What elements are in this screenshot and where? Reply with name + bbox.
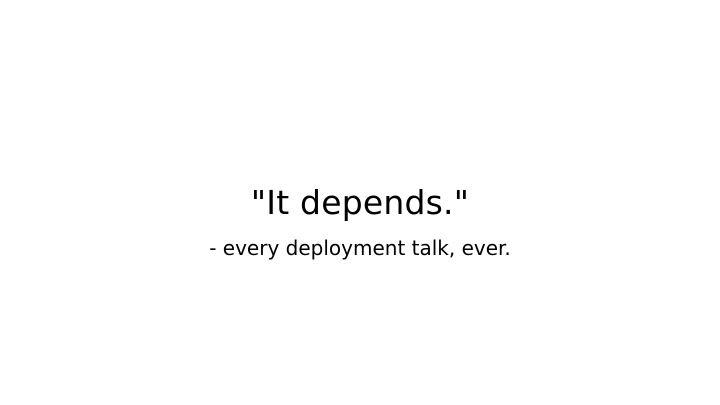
quote-attribution: - every deployment talk, ever. — [209, 236, 511, 260]
quote-text: "It depends." — [250, 183, 470, 222]
